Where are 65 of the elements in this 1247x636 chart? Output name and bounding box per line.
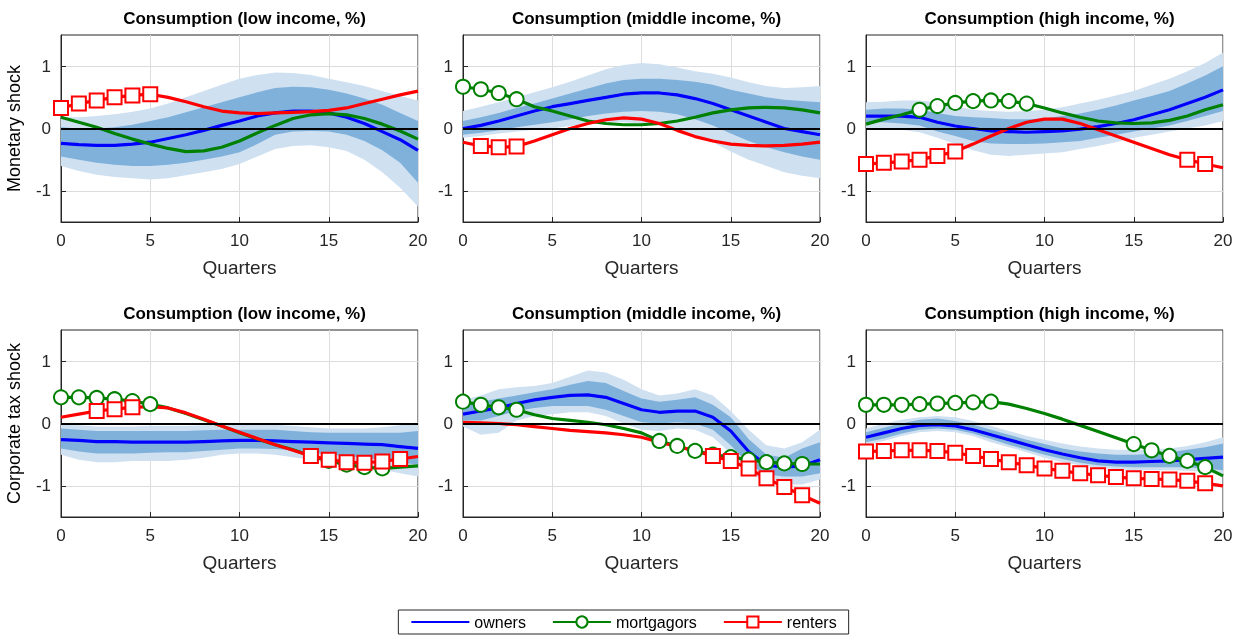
legend-label: renters	[786, 613, 837, 631]
y-tick-label: -1	[35, 476, 51, 496]
y-tick-label: 0	[846, 119, 856, 138]
chart-title: Consumption (middle income, %)	[511, 9, 782, 28]
x-tick-label: 10	[1035, 526, 1054, 545]
y-tick-label: 0	[443, 119, 453, 138]
x-tick-label: 0	[861, 526, 871, 545]
legend-label: mortgagors	[615, 613, 697, 631]
x-axis-title: Quarters	[604, 257, 679, 278]
y-tick-label: 0	[846, 414, 856, 433]
x-axis-title: Quarters	[202, 257, 277, 278]
x-tick-label: 10	[632, 526, 651, 545]
x-tick-label: 0	[458, 231, 468, 250]
y-tick-label: -1	[840, 181, 856, 201]
legend-label: owners	[474, 613, 526, 631]
x-tick-label: 20	[810, 231, 830, 250]
x-tick-label: 10	[230, 231, 249, 250]
y-axis-title: Monetary shock	[4, 63, 24, 193]
chart-title: Consumption (low income, %)	[123, 9, 366, 28]
x-tick-label: 5	[950, 526, 960, 545]
chart-title: Consumption (low income, %)	[123, 304, 366, 323]
x-axis-title: Quarters	[604, 552, 679, 573]
x-tick-label: 5	[950, 231, 960, 250]
x-tick-label: 20	[810, 526, 830, 545]
y-tick-label: 1	[846, 56, 856, 76]
y-tick-label: -1	[437, 181, 453, 201]
y-tick-label: 0	[41, 119, 51, 138]
chart-title: Consumption (high income, %)	[924, 9, 1175, 28]
x-axis-title: Quarters	[1007, 257, 1082, 278]
y-axis-title: Corporate tax shock	[4, 341, 24, 505]
y-tick-label: 0	[41, 414, 51, 433]
y-tick-label: 0	[443, 414, 453, 433]
chart-title: Consumption (middle income, %)	[511, 304, 782, 323]
x-tick-label: 0	[861, 231, 871, 250]
x-tick-label: 20	[408, 231, 428, 250]
x-tick-label: 20	[1213, 526, 1233, 545]
x-tick-label: 5	[145, 526, 155, 545]
x-tick-label: 15	[1124, 526, 1144, 545]
x-tick-label: 5	[547, 526, 557, 545]
y-tick-label: -1	[35, 181, 51, 201]
x-tick-label: 0	[56, 231, 66, 250]
x-tick-label: 20	[1213, 231, 1233, 250]
x-tick-label: 0	[458, 526, 468, 545]
chart-title: Consumption (high income, %)	[924, 304, 1175, 323]
x-tick-label: 15	[721, 231, 741, 250]
x-tick-label: 5	[145, 231, 155, 250]
y-tick-label: -1	[840, 476, 856, 496]
y-tick-label: 1	[41, 351, 51, 371]
x-tick-label: 15	[1124, 231, 1144, 250]
x-tick-label: 15	[319, 231, 339, 250]
y-tick-label: 1	[443, 56, 453, 76]
x-tick-label: 15	[319, 526, 339, 545]
x-tick-label: 0	[56, 526, 66, 545]
x-tick-label: 15	[721, 526, 741, 545]
x-tick-label: 5	[547, 231, 557, 250]
y-tick-label: 1	[443, 351, 453, 371]
y-tick-label: -1	[437, 476, 453, 496]
y-tick-label: 1	[41, 56, 51, 76]
x-axis-title: Quarters	[202, 552, 277, 573]
y-tick-label: 1	[846, 351, 856, 371]
x-tick-label: 10	[1035, 231, 1054, 250]
x-tick-label: 10	[230, 526, 249, 545]
x-axis-title: Quarters	[1007, 552, 1082, 573]
x-tick-label: 20	[408, 526, 428, 545]
x-tick-label: 10	[632, 231, 651, 250]
